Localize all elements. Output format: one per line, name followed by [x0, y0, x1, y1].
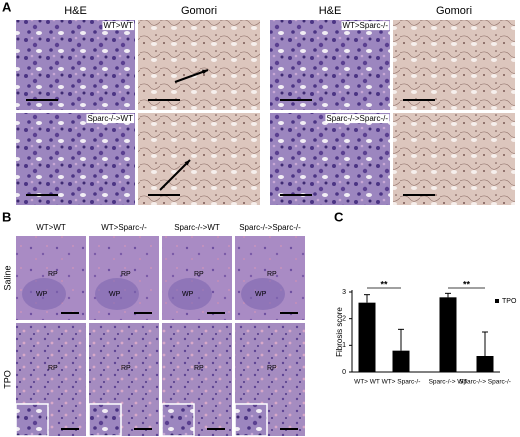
legend-swatch [495, 299, 499, 303]
micrograph [393, 113, 515, 205]
legend-label: TPO [502, 298, 517, 305]
inset [88, 403, 122, 437]
bar [476, 356, 494, 372]
bar [392, 350, 410, 372]
column-header: Sparc-/->Sparc-/- [239, 223, 301, 232]
y-axis-label: Fibrosis score [335, 307, 344, 357]
region-label: RP [121, 271, 131, 278]
column-header: Sparc-/->WT [174, 223, 220, 232]
significance-label: ** [380, 279, 388, 289]
region-label: RP [194, 365, 204, 372]
stain-header: H&E [64, 5, 87, 17]
x-tick-label: Sparc-/-> Sparc-/- [459, 379, 511, 386]
arrow [159, 159, 191, 191]
panel-label: B [2, 209, 11, 224]
region-label: RP [267, 271, 277, 278]
arrow-head [202, 69, 208, 75]
row-label: Saline [2, 265, 12, 290]
label-background [325, 114, 390, 124]
micrograph [16, 20, 135, 110]
region-label: WP [255, 291, 267, 298]
region-label: RP [267, 365, 277, 372]
region-label: WP [182, 291, 194, 298]
arrow-head [184, 160, 190, 166]
y-tick-label: 2 [342, 316, 346, 323]
stain-header: Gomori [436, 5, 472, 17]
label-background [102, 21, 135, 31]
column-header: WT>Sparc-/- [101, 223, 147, 232]
arrow [174, 69, 209, 83]
panel-label: C [334, 209, 344, 224]
label-background [341, 21, 390, 31]
image-label: WT>WT [103, 21, 133, 30]
x-tick-label: WT> WT [354, 379, 380, 386]
image-label: Sparc-/->Sparc-/- [326, 114, 388, 123]
image-label: Sparc-/->WT [87, 114, 133, 123]
micrograph [138, 20, 260, 110]
region-label: WP [36, 291, 48, 298]
inset [234, 403, 268, 437]
micrograph [393, 20, 515, 110]
inset [15, 403, 49, 437]
region-label: RP [48, 365, 58, 372]
row-label: TPO [2, 370, 12, 389]
y-tick-label: 0 [342, 369, 346, 376]
panel-label: A [2, 0, 12, 14]
white-pulp [168, 278, 212, 310]
x-tick-label: WT> Sparc-/- [382, 379, 421, 386]
micrograph [270, 113, 390, 205]
region-label: RP [121, 365, 131, 372]
stain-header: Gomori [181, 5, 217, 17]
micrograph [16, 113, 135, 205]
bar [358, 302, 376, 372]
bar [439, 297, 457, 372]
stain-header: H&E [319, 5, 342, 17]
white-pulp [95, 278, 139, 310]
y-tick-label: 1 [342, 342, 346, 349]
region-label: RP [48, 271, 58, 278]
micrograph [138, 113, 260, 205]
region-label: WP [109, 291, 121, 298]
white-pulp [241, 278, 285, 310]
white-pulp [22, 278, 66, 310]
column-header: WT>WT [36, 223, 66, 232]
region-label: RP [194, 271, 204, 278]
x-tick-label: Sparc-/-> WT [429, 379, 468, 386]
y-tick-label: 3 [342, 289, 346, 296]
significance-label: ** [463, 279, 471, 289]
inset [161, 403, 195, 437]
micrograph [270, 20, 390, 110]
image-label: WT>Sparc-/- [342, 21, 388, 30]
label-background [86, 114, 135, 124]
